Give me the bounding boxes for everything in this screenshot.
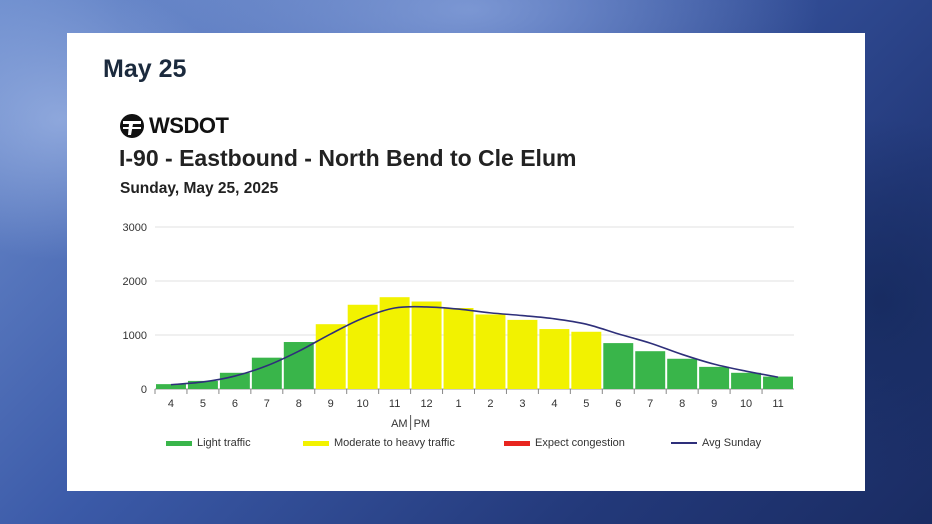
y-tick-label: 3000 (123, 222, 147, 234)
x-tick-label: 7 (264, 398, 270, 410)
legend-swatch-avg (671, 442, 697, 444)
x-tick-label: 4 (168, 398, 174, 410)
x-tick-label: 8 (679, 398, 685, 410)
legend-item-congestion: Expect congestion (504, 437, 625, 449)
chart-title: I-90 - Eastbound - North Bend to Cle Elu… (119, 145, 577, 171)
bar (475, 314, 506, 389)
x-tick-label: 9 (328, 398, 334, 410)
legend-item-light: Light traffic (166, 437, 251, 449)
x-tick-label: 6 (615, 398, 621, 410)
bar (411, 301, 442, 389)
x-tick-label: 12 (420, 398, 432, 410)
bar (667, 358, 698, 389)
legend-label-avg: Avg Sunday (702, 437, 762, 449)
bar (156, 384, 186, 389)
x-tick-label: 8 (296, 398, 302, 410)
avg-sunday-line (170, 305, 779, 386)
x-tick-label: 1 (455, 398, 461, 410)
bar (251, 357, 282, 389)
pm-label: PM (414, 418, 431, 430)
wsdot-logo: WSDOT (119, 113, 229, 139)
bar (443, 308, 474, 389)
bar (347, 304, 378, 389)
bar (603, 343, 634, 389)
bar (507, 319, 538, 389)
x-tick-label: 5 (583, 398, 589, 410)
x-tick-label: 3 (519, 398, 525, 410)
bar (187, 380, 218, 389)
bar (731, 372, 762, 389)
legend-item-avg: Avg Sunday (671, 437, 761, 449)
am-label: AM (391, 418, 408, 430)
bar (635, 351, 666, 389)
date-title: May 25 (103, 55, 187, 83)
logo-text: WSDOT (149, 113, 229, 138)
wsdot-ferry-logo-icon (120, 114, 144, 138)
legend-swatch-congestion (504, 440, 530, 446)
bar (315, 324, 346, 389)
bar (539, 329, 570, 389)
x-tick-label: 4 (551, 398, 557, 410)
x-tick-label: 2 (487, 398, 493, 410)
legend-label-moderate: Moderate to heavy traffic (334, 437, 455, 449)
bar (763, 376, 793, 389)
chart-subtitle: Sunday, May 25, 2025 (120, 180, 279, 197)
x-tick-label: 9 (711, 398, 717, 410)
y-tick-label: 0 (141, 384, 147, 396)
chart-legend: Light traffic Moderate to heavy traffic … (67, 437, 865, 455)
legend-label-congestion: Expect congestion (535, 437, 625, 449)
legend-swatch-light (166, 440, 192, 446)
x-tick-label: 7 (647, 398, 653, 410)
legend-item-moderate: Moderate to heavy traffic (303, 437, 455, 449)
x-tick-label: 5 (200, 398, 206, 410)
x-tick-label: 11 (389, 398, 400, 410)
x-tick-label: 11 (772, 398, 783, 410)
x-tick-label: 10 (740, 398, 752, 410)
bar (283, 342, 314, 389)
legend-label-light: Light traffic (197, 437, 251, 449)
x-tick-label: 10 (357, 398, 369, 410)
y-tick-label: 2000 (123, 276, 147, 288)
y-tick-label: 1000 (123, 330, 147, 342)
bar (571, 331, 602, 389)
bar (379, 297, 410, 389)
legend-swatch-moderate (303, 440, 329, 446)
bar (699, 366, 730, 389)
x-tick-label: 6 (232, 398, 238, 410)
bar (219, 372, 250, 389)
chart-card: May 25 WSDOT I-90 - Eastbound - North Be… (67, 33, 865, 491)
